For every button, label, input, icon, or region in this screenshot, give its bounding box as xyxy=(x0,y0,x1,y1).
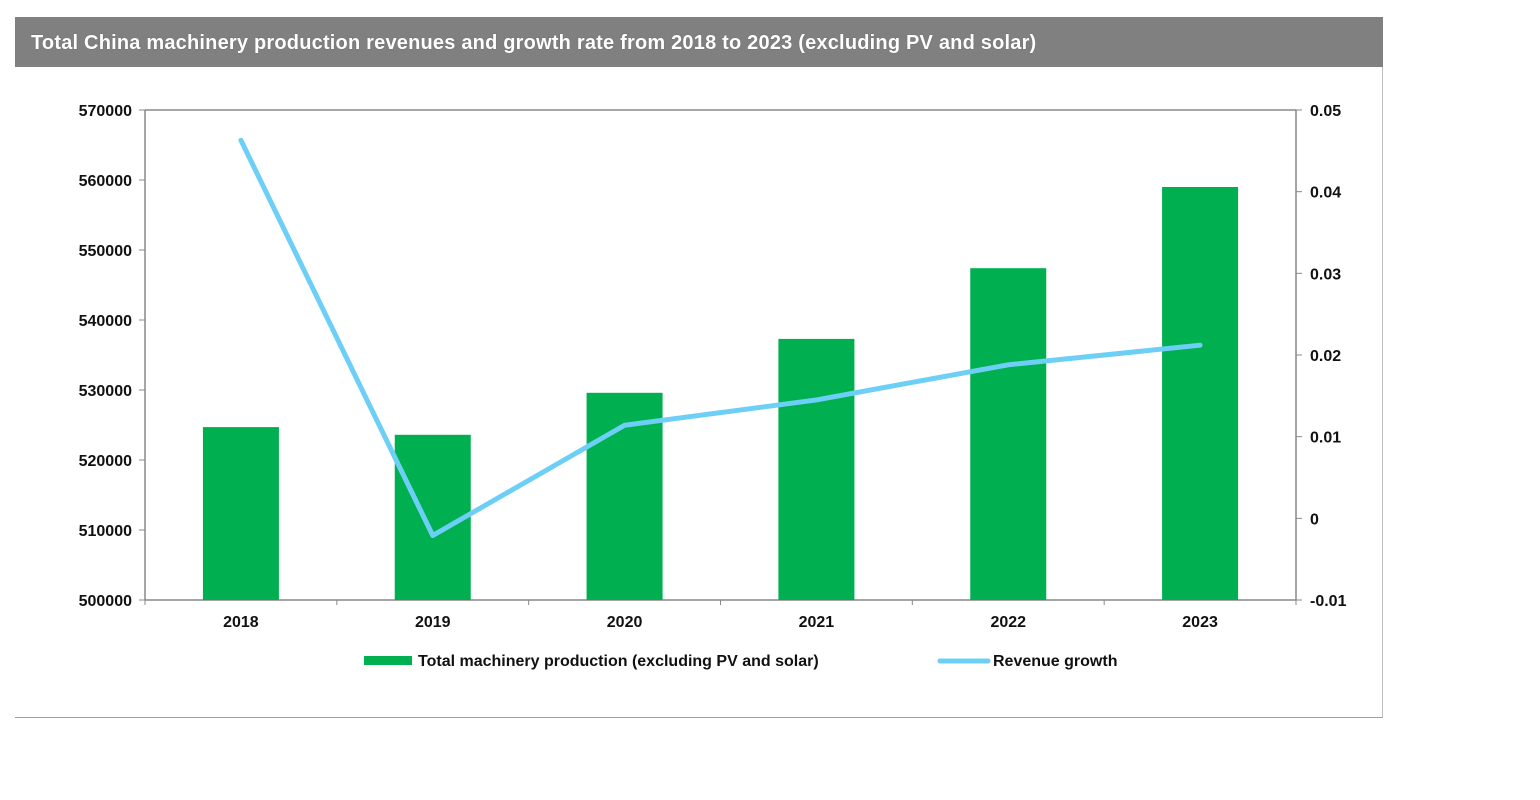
legend-bar-swatch xyxy=(364,656,412,665)
left-tick-label: 510000 xyxy=(79,523,132,540)
left-tick-label: 500000 xyxy=(79,593,132,610)
x-tick-label: 2022 xyxy=(990,614,1026,631)
right-tick-label: -0.01 xyxy=(1310,593,1347,610)
bar-2019 xyxy=(394,434,471,600)
bar-2023 xyxy=(1162,187,1239,600)
right-tick-label: 0.02 xyxy=(1310,348,1341,365)
left-tick-label: 560000 xyxy=(79,173,132,190)
right-tick-label: 0 xyxy=(1310,511,1319,528)
right-tick-label: 0.03 xyxy=(1310,266,1341,283)
x-tick-label: 2023 xyxy=(1182,614,1218,631)
bar-2021 xyxy=(778,338,855,600)
left-tick-label: 530000 xyxy=(79,383,132,400)
x-tick-label: 2021 xyxy=(799,614,835,631)
x-tick-label: 2019 xyxy=(415,614,451,631)
legend-line-label: Revenue growth xyxy=(993,653,1117,670)
right-tick-label: 0.04 xyxy=(1310,185,1341,202)
left-tick-label: 550000 xyxy=(79,243,132,260)
right-tick-label: 0.05 xyxy=(1310,103,1341,120)
bar-2022 xyxy=(970,268,1047,600)
left-tick-label: 540000 xyxy=(79,313,132,330)
legend-bar-label: Total machinery production (excluding PV… xyxy=(418,653,819,670)
left-tick-label: 520000 xyxy=(79,453,132,470)
left-tick-label: 570000 xyxy=(79,103,132,120)
revenue-growth-line xyxy=(238,137,1203,538)
right-tick-label: 0.01 xyxy=(1310,430,1341,447)
bar-2018 xyxy=(202,427,279,600)
x-tick-label: 2018 xyxy=(223,614,259,631)
x-tick-label: 2020 xyxy=(607,614,643,631)
chart-frame: Total China machinery production revenue… xyxy=(15,17,1383,718)
chart-title: Total China machinery production revenue… xyxy=(15,17,1383,67)
